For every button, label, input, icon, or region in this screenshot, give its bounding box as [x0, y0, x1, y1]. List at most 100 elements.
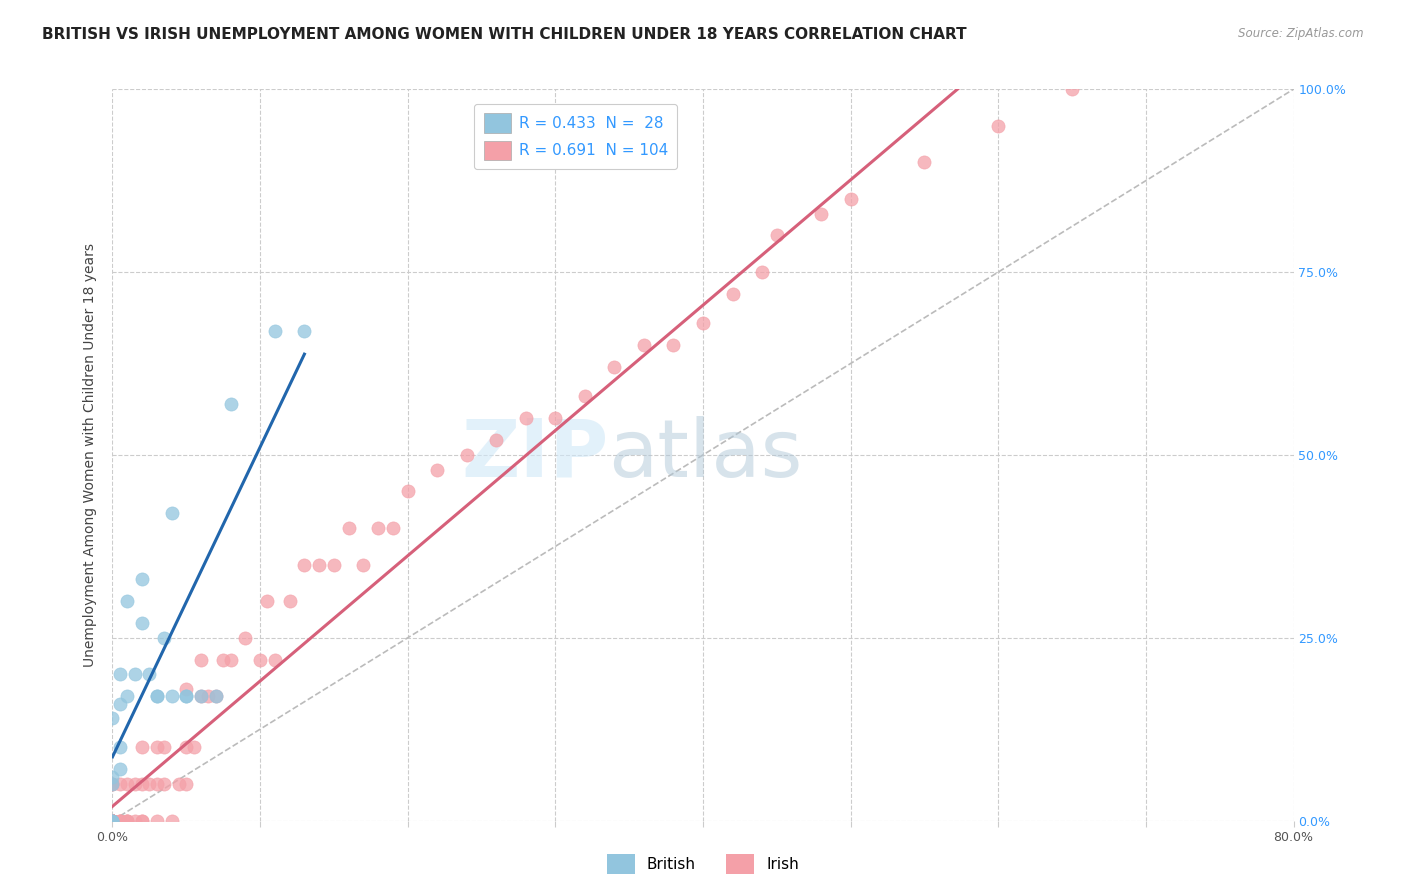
Point [160, 690, 183, 704]
Point [212, 653, 235, 667]
Point [101, 814, 124, 828]
Point [323, 558, 346, 572]
Point [101, 814, 124, 828]
Point [101, 777, 124, 791]
Point [160, 814, 183, 828]
Point [603, 360, 626, 375]
Point [337, 521, 360, 535]
Point [101, 814, 124, 828]
Point [117, 814, 138, 828]
Point [124, 667, 146, 681]
Point [138, 667, 160, 681]
Point [153, 631, 176, 645]
Point [101, 814, 124, 828]
Point [914, 155, 936, 169]
Legend: British, Irish: British, Irish [600, 848, 806, 880]
Point [101, 814, 124, 828]
Point [205, 690, 228, 704]
Y-axis label: Unemployment Among Women with Children Under 18 years: Unemployment Among Women with Children U… [83, 243, 97, 667]
Point [146, 740, 169, 755]
Point [101, 814, 124, 828]
Point [101, 814, 124, 828]
Point [108, 740, 131, 755]
Text: ZIP: ZIP [461, 416, 609, 494]
Point [131, 740, 153, 755]
Point [101, 814, 124, 828]
Point [219, 653, 242, 667]
Point [101, 777, 124, 791]
Point [131, 777, 153, 791]
Point [108, 763, 131, 777]
Point [131, 814, 153, 828]
Point [101, 814, 124, 828]
Point [101, 814, 124, 828]
Point [101, 814, 124, 828]
Point [167, 777, 190, 791]
Point [101, 814, 124, 828]
Point [515, 411, 537, 425]
Point [131, 572, 153, 586]
Point [174, 777, 197, 791]
Point [101, 814, 124, 828]
Point [174, 690, 197, 704]
Point [101, 814, 124, 828]
Point [662, 338, 685, 352]
Point [183, 740, 205, 755]
Point [124, 777, 146, 791]
Point [256, 594, 278, 608]
Point [101, 814, 124, 828]
Text: Source: ZipAtlas.com: Source: ZipAtlas.com [1239, 27, 1364, 40]
Point [174, 740, 197, 755]
Point [101, 814, 124, 828]
Point [292, 558, 315, 572]
Point [146, 690, 169, 704]
Point [108, 667, 131, 681]
Point [264, 324, 287, 338]
Point [108, 777, 131, 791]
Point [190, 690, 212, 704]
Point [101, 814, 124, 828]
Point [766, 228, 789, 243]
Point [124, 814, 146, 828]
Point [174, 681, 197, 696]
Point [101, 814, 124, 828]
Point [131, 616, 153, 631]
Point [117, 594, 138, 608]
Point [108, 814, 131, 828]
Point [751, 265, 773, 279]
Point [108, 697, 131, 711]
Point [839, 192, 862, 206]
Point [108, 814, 131, 828]
Legend: R = 0.433  N =  28, R = 0.691  N = 104: R = 0.433 N = 28, R = 0.691 N = 104 [474, 104, 678, 169]
Point [233, 631, 256, 645]
Point [101, 814, 124, 828]
Point [352, 558, 374, 572]
Point [131, 814, 153, 828]
Point [456, 448, 478, 462]
Point [117, 690, 138, 704]
Point [101, 711, 124, 725]
Point [292, 324, 315, 338]
Point [101, 770, 124, 784]
Point [101, 814, 124, 828]
Point [101, 814, 124, 828]
Point [146, 814, 169, 828]
Point [426, 462, 449, 476]
Point [574, 389, 596, 403]
Point [117, 814, 138, 828]
Point [101, 814, 124, 828]
Point [101, 814, 124, 828]
Point [308, 558, 330, 572]
Point [205, 690, 228, 704]
Point [101, 814, 124, 828]
Point [101, 814, 124, 828]
Point [219, 397, 242, 411]
Point [108, 814, 131, 828]
Point [146, 690, 169, 704]
Point [101, 814, 124, 828]
Point [101, 814, 124, 828]
Point [101, 814, 124, 828]
Point [249, 653, 271, 667]
Point [101, 814, 124, 828]
Point [485, 434, 508, 448]
